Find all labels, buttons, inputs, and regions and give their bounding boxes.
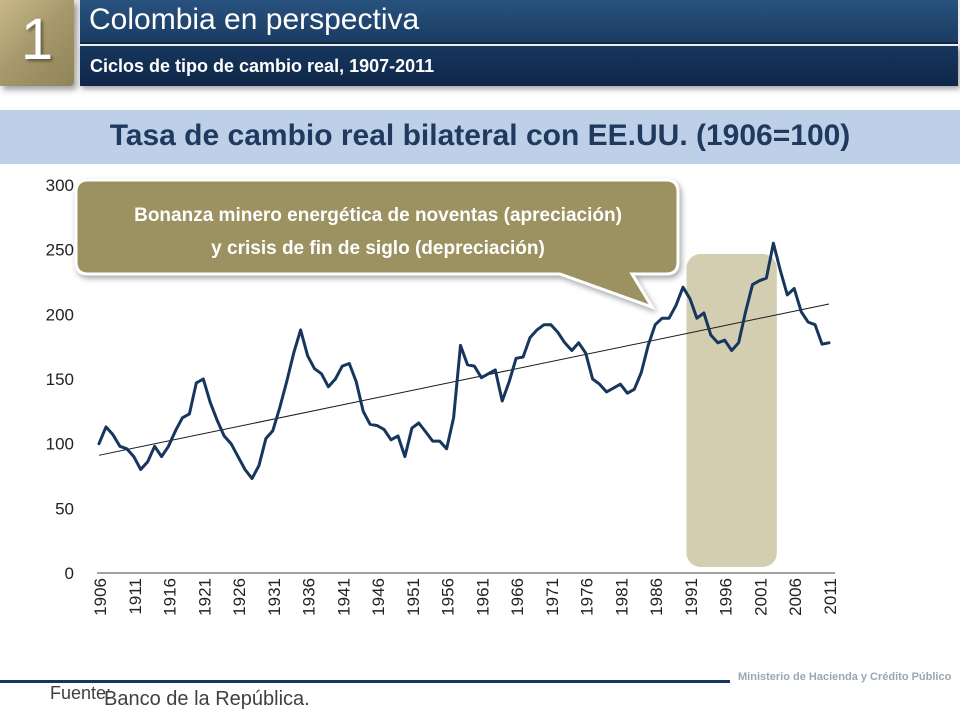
callout-line-2: y crisis de fin de siglo (depreciación)	[211, 238, 545, 259]
callout-bubble	[74, 178, 680, 310]
x-tick-label-2006: 2006	[786, 578, 805, 616]
x-tick-label-1931: 1931	[265, 578, 284, 616]
x-tick-label-1986: 1986	[647, 578, 666, 616]
ministry-logo-text: Ministerio de Hacienda y Crédito Público	[738, 671, 952, 683]
x-tick-label-2001: 2001	[751, 578, 770, 616]
source-text: Banco de la República.	[104, 688, 310, 710]
x-tick-label-1961: 1961	[473, 578, 492, 616]
chart-heading: Tasa de cambio real bilateral con EE.UU.…	[109, 119, 851, 152]
y-tick-label-0: 0	[65, 564, 74, 583]
page-subtitle: Ciclos de tipo de cambio real, 1907-2011	[90, 56, 435, 76]
chart-heading-band: Tasa de cambio real bilateral con EE.UU.…	[0, 110, 960, 164]
y-tick-label-200: 200	[46, 305, 74, 324]
x-tick-label-2011: 2011	[821, 578, 840, 615]
y-tick-label-300: 300	[46, 176, 74, 195]
source-label: Fuente:	[50, 683, 112, 703]
x-tick-label-1916: 1916	[161, 578, 180, 616]
x-tick-label-1936: 1936	[300, 578, 319, 616]
y-tick-label-50: 50	[55, 499, 74, 518]
x-tick-label-1991: 1991	[682, 578, 701, 616]
x-tick-label-1966: 1966	[508, 578, 527, 616]
x-tick-label-1956: 1956	[439, 578, 458, 616]
y-tick-label-100: 100	[46, 435, 74, 454]
x-tick-label-1921: 1921	[195, 578, 214, 616]
x-tick-label-1946: 1946	[369, 578, 388, 616]
x-tick-label-1976: 1976	[578, 578, 597, 616]
x-tick-label-1951: 1951	[404, 578, 423, 616]
x-tick-label-1996: 1996	[717, 578, 736, 616]
subtitle-bar: Ciclos de tipo de cambio real, 1907-2011	[80, 46, 958, 86]
series-line-0	[97, 241, 831, 481]
x-tick-label-1981: 1981	[612, 578, 631, 616]
x-tick-label-1906: 1906	[91, 578, 110, 616]
x-tick-label-1941: 1941	[334, 578, 353, 616]
x-tick-label-1911: 1911	[126, 578, 145, 615]
page-title: Colombia en perspectiva	[89, 3, 420, 36]
title-bar: Colombia en perspectiva	[80, 0, 958, 44]
exchange-rate-chart: 1906 1911 1916 1921 1926 1931 1936 1941 1946 1951…	[46, 176, 840, 616]
section-number: 1	[20, 7, 54, 72]
highlight-band-1991-2003	[686, 254, 777, 567]
y-tick-label-150: 150	[46, 370, 74, 389]
y-tick-label-250: 250	[46, 241, 74, 260]
footer-divider	[0, 680, 730, 683]
x-tick-label-1926: 1926	[230, 578, 249, 616]
x-tick-label-1971: 1971	[543, 578, 562, 616]
callout-line-1: Bonanza minero energética de noventas (a…	[134, 205, 622, 226]
section-number-badge: 1	[0, 0, 74, 86]
